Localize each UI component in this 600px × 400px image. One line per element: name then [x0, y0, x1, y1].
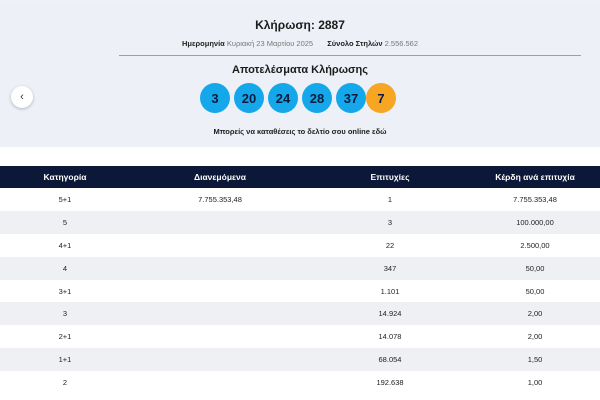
winning-numbers: 3 20 24 28 37 7: [200, 83, 400, 114]
draw-title: Κλήρωση: 2887: [255, 18, 345, 32]
cell-category: 3: [0, 302, 130, 326]
online-link[interactable]: εδώ: [372, 127, 387, 136]
cell-distributed: [130, 325, 310, 349]
table-row: 3 14.924 2,00: [0, 302, 600, 326]
cell-distributed: 7.755.353,48: [130, 188, 310, 211]
cell-winners: 347: [310, 256, 470, 280]
header-prize-per-winner: Κέρδη ανά επιτυχία: [470, 166, 600, 188]
results-title: Αποτελέσματα Κλήρωσης: [232, 64, 368, 76]
cell-distributed: [130, 302, 310, 326]
cell-category: 1+1: [0, 348, 130, 372]
date-value: Κυριακή 23 Μαρτίου 2025: [226, 39, 314, 48]
header-distributed: Διανεμόμενα: [130, 166, 310, 188]
draw-meta: Ημερομηνία Κυριακή 23 Μαρτίου 2025 Σύνολ…: [0, 39, 600, 48]
cell-winners: 14.924: [310, 302, 470, 326]
cell-category: 4: [0, 256, 130, 280]
cell-category: 4+1: [0, 233, 130, 257]
prize-table-body: 5+1 7.755.353,48 1 7.755.353,48 5 3 100.000,00…: [0, 188, 600, 395]
table-row: 2 192.638 1,00: [0, 371, 600, 395]
top-strip: [0, 0, 600, 4]
cell-prize: 2,00: [470, 302, 600, 326]
draw-summary-card: Κλήρωση: 2887 Ημερομηνία Κυριακή 23 Μαρτ…: [0, 4, 600, 147]
cell-category: 2+1: [0, 325, 130, 349]
table-row: 1+1 68.054 1,50: [0, 348, 600, 372]
cell-prize: 2.500,00: [470, 233, 600, 257]
number-ball: 24: [268, 83, 298, 113]
cell-prize: 2,00: [470, 325, 600, 349]
cell-category: 3+1: [0, 279, 130, 303]
cell-winners: 22: [310, 233, 470, 257]
cell-category: 5+1: [0, 188, 130, 211]
cell-prize: 1,50: [470, 348, 600, 372]
previous-draw-button[interactable]: ‹: [11, 86, 33, 108]
cell-winners: 14.078: [310, 325, 470, 349]
online-note-text: Μπορείς να καταθέσεις το δελτίο σου onli…: [213, 127, 370, 136]
table-row: 4 347 50,00: [0, 256, 600, 280]
columns-value: 2.556.562: [384, 39, 419, 48]
page-bottom: [0, 392, 600, 400]
date-label: Ημερομηνία: [181, 39, 225, 48]
table-row: 3+1 1.101 50,00: [0, 279, 600, 303]
header-winners: Επιτυχίες: [310, 166, 470, 188]
columns-label: Σύνολο Στηλών: [327, 39, 383, 48]
cell-category: 5: [0, 210, 130, 234]
cell-prize: 7.755.353,48: [470, 188, 600, 211]
table-row: 4+1 22 2.500,00: [0, 233, 600, 257]
cell-distributed: [130, 256, 310, 280]
header-category: Κατηγορία: [0, 166, 130, 188]
chevron-left-icon: ‹: [20, 91, 24, 103]
bonus-ball: 7: [366, 83, 396, 113]
cell-category: 2: [0, 371, 130, 395]
cell-prize: 50,00: [470, 279, 600, 303]
divider: [119, 55, 581, 56]
cell-distributed: [130, 279, 310, 303]
table-row: 5+1 7.755.353,48 1 7.755.353,48: [0, 188, 600, 211]
number-ball: 3: [200, 83, 230, 113]
table-row: 2+1 14.078 2,00: [0, 325, 600, 349]
prize-table: Κατηγορία Διανεμόμενα Επιτυχίες Κέρδη αν…: [0, 166, 600, 395]
cell-prize: 100.000,00: [470, 210, 600, 234]
number-ball: 28: [302, 83, 332, 113]
cell-winners: 3: [310, 210, 470, 234]
cell-distributed: [130, 371, 310, 395]
cell-prize: 1,00: [470, 371, 600, 395]
number-ball: 20: [234, 83, 264, 113]
number-ball: 37: [336, 83, 366, 113]
cell-winners: 192.638: [310, 371, 470, 395]
cell-winners: 1.101: [310, 279, 470, 303]
cell-winners: 1: [310, 188, 470, 211]
cell-distributed: [130, 210, 310, 234]
cell-prize: 50,00: [470, 256, 600, 280]
online-note: Μπορείς να καταθέσεις το δελτίο σου onli…: [0, 127, 600, 136]
cell-distributed: [130, 233, 310, 257]
cell-distributed: [130, 348, 310, 372]
cell-winners: 68.054: [310, 348, 470, 372]
table-row: 5 3 100.000,00: [0, 210, 600, 234]
table-header-row: Κατηγορία Διανεμόμενα Επιτυχίες Κέρδη αν…: [0, 166, 600, 188]
